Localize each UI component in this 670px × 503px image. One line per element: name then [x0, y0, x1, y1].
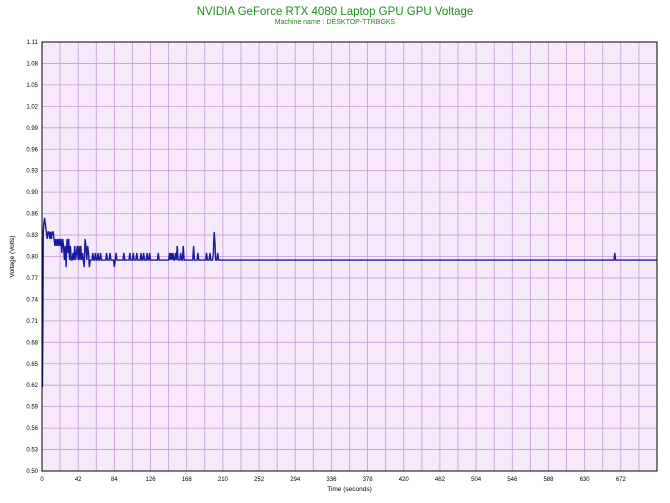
x-tick-label: 210 [218, 477, 229, 483]
x-tick-label: 126 [146, 477, 157, 483]
voltage-series-line [41, 217, 657, 388]
y-tick-label: 0.77 [26, 276, 38, 282]
x-tick-label: 42 [75, 477, 82, 483]
y-tick-label: 0.90 [26, 190, 38, 196]
x-tick-label: 168 [182, 477, 193, 483]
y-axis-label: Voltage (Volts) [9, 236, 16, 278]
x-axis-label: Time (seconds) [327, 486, 372, 493]
x-tick-label: 378 [363, 477, 374, 483]
x-tick-label: 336 [326, 477, 337, 483]
x-tick-label: 462 [435, 477, 446, 483]
y-axis-ticks: 0.50 0.53 0.56 0.59 0.62 0.65 0.68 0.71 0.74 0.77… [26, 40, 38, 475]
y-tick-label: 0.62 [26, 383, 38, 389]
y-tick-label: 1.05 [26, 83, 38, 89]
x-tick-label: 84 [111, 477, 118, 483]
x-tick-label: 294 [290, 477, 301, 483]
y-tick-label: 1.02 [26, 104, 38, 110]
x-tick-label: 0 [40, 477, 44, 483]
y-tick-label: 0.96 [26, 147, 38, 153]
y-tick-label: 0.74 [26, 297, 38, 303]
x-tick-label: 630 [580, 477, 591, 483]
y-tick-label: 0.93 [26, 169, 38, 175]
x-tick-label: 546 [507, 477, 518, 483]
y-tick-label: 0.53 [26, 448, 38, 454]
y-tick-label: 0.71 [26, 319, 38, 325]
x-tick-label: 420 [399, 477, 410, 483]
x-tick-label: 504 [471, 477, 482, 483]
plot-border [41, 41, 658, 472]
y-tick-label: 1.11 [27, 40, 39, 46]
y-tick-label: 0.65 [26, 362, 38, 368]
y-tick-label: 0.83 [26, 233, 38, 239]
chart-subtitle: Machine name : DESKTOP-TTRBGKS [274, 19, 396, 26]
x-tick-label: 672 [616, 477, 627, 483]
y-tick-label: 0.59 [26, 405, 38, 411]
x-axis-ticks: 0 42 84 126 168 210 252 294 336 378 420 462 504 546 58… [40, 477, 626, 483]
y-tick-label: 0.56 [26, 426, 38, 432]
x-tick-label: 588 [543, 477, 554, 483]
y-tick-label: 1.08 [26, 61, 38, 67]
y-tick-label: 0.50 [26, 469, 38, 475]
x-tick-label: 252 [254, 477, 265, 483]
y-tick-label: 0.68 [26, 340, 38, 346]
chart-title: NVIDIA GeForce RTX 4080 Laptop GPU GPU V… [196, 6, 474, 18]
y-tick-label: 0.99 [26, 126, 38, 132]
y-tick-label: 0.86 [26, 212, 38, 218]
y-tick-label: 0.80 [26, 255, 38, 261]
